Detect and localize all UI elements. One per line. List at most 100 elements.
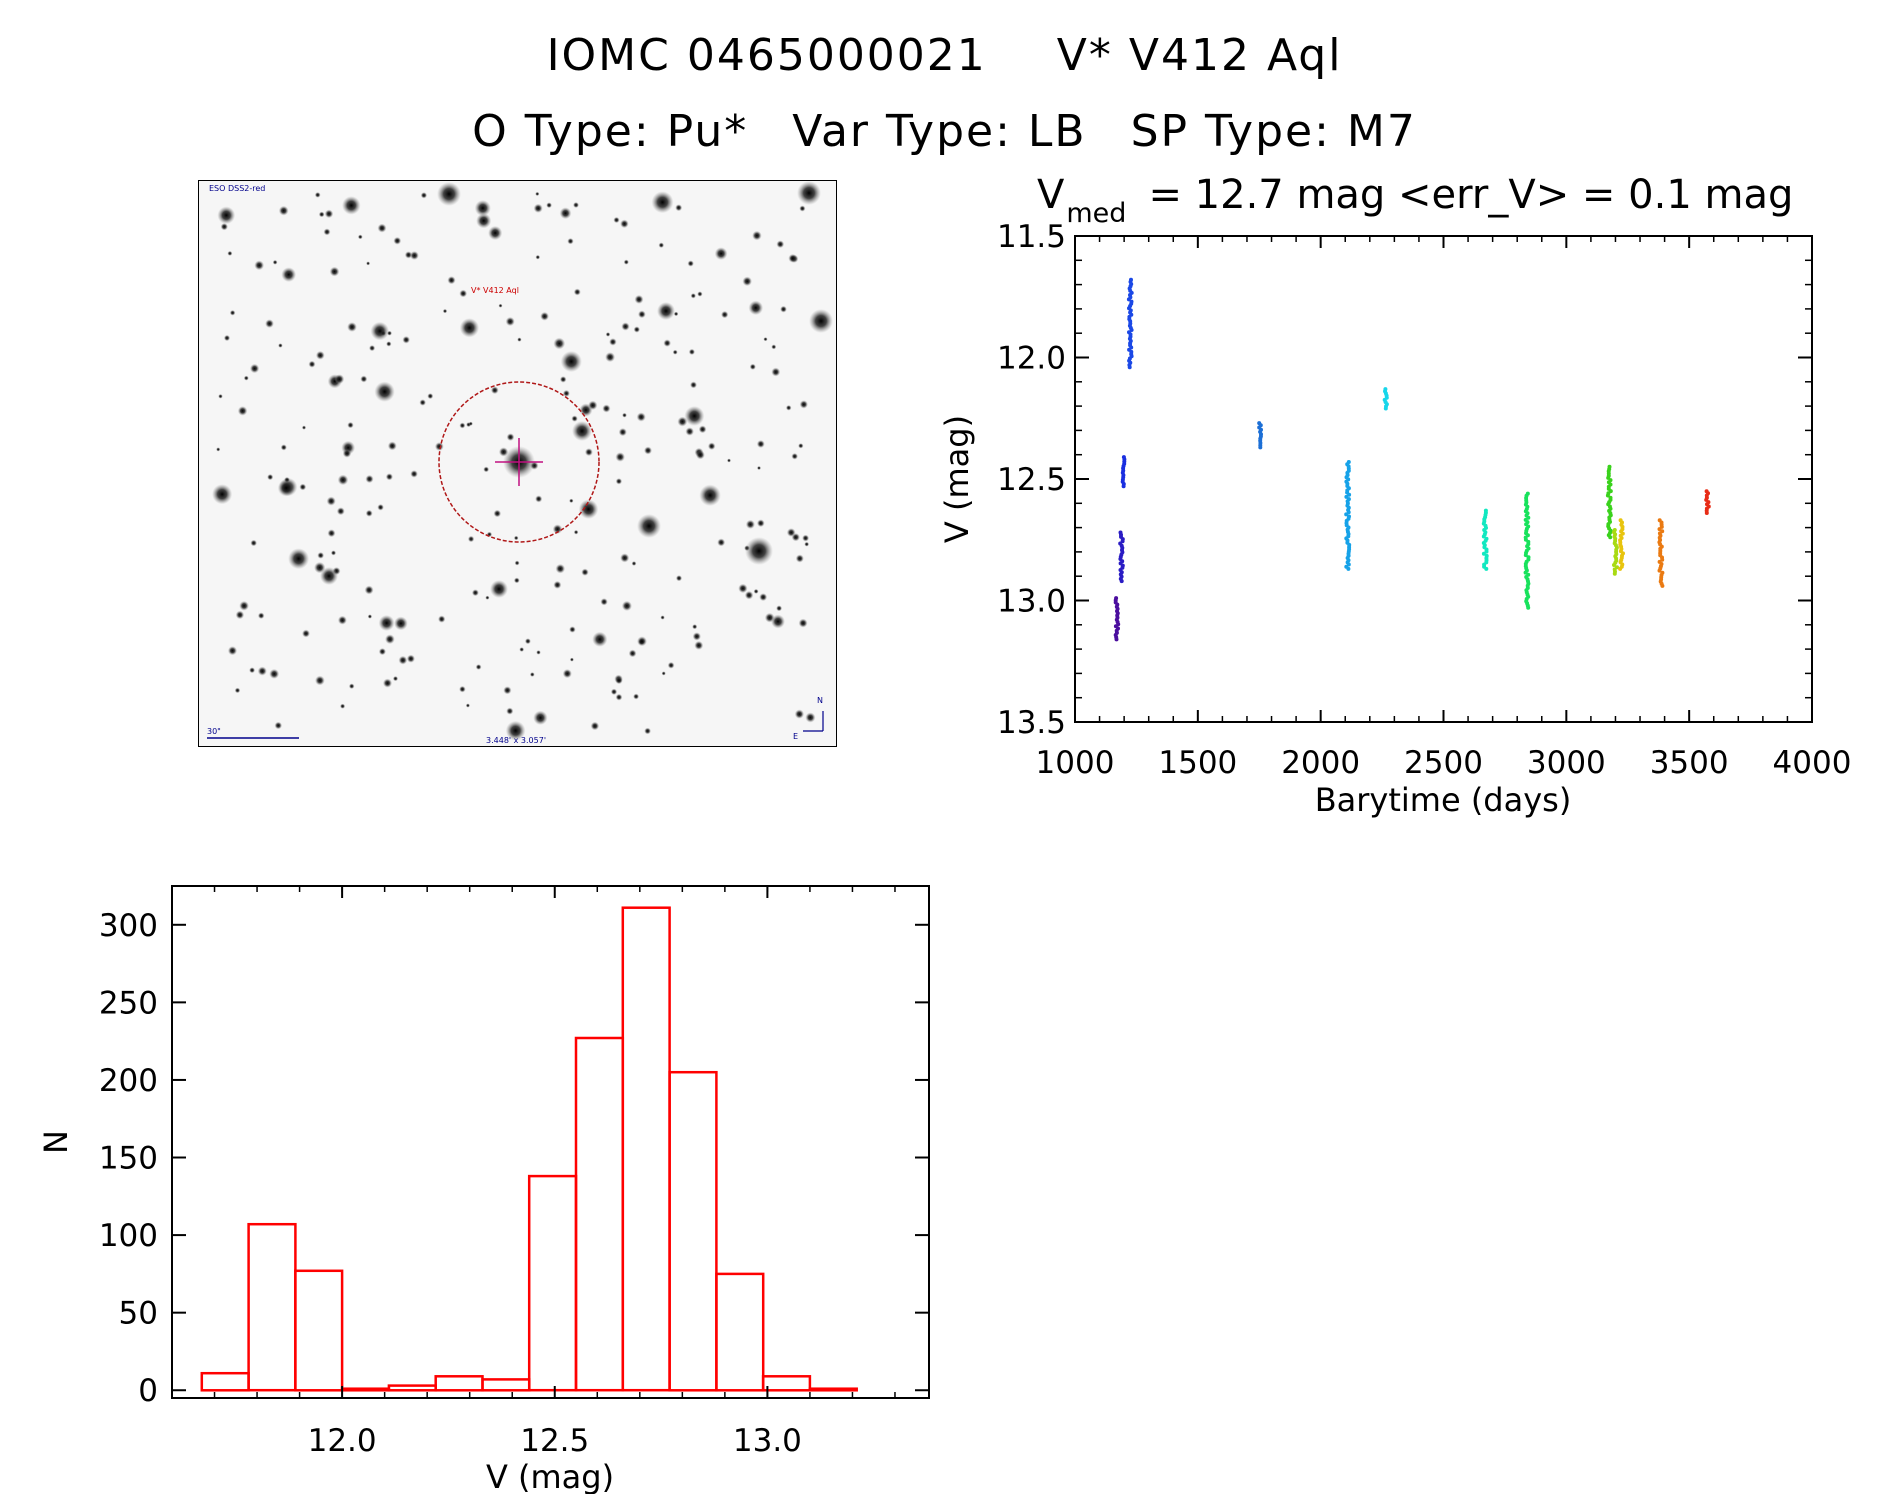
sky-star xyxy=(326,496,336,506)
object-id: IOMC 0465000021 xyxy=(546,30,987,81)
sky-star xyxy=(552,524,563,534)
sky-star xyxy=(631,561,637,566)
sky-star xyxy=(387,441,397,451)
sky-star xyxy=(318,211,325,218)
light-curve-point xyxy=(1657,527,1662,532)
sky-star xyxy=(742,276,752,287)
sky-star xyxy=(621,600,632,611)
sky-star xyxy=(533,203,543,213)
sky-star xyxy=(776,605,783,612)
sky-star xyxy=(459,318,480,338)
sky-star xyxy=(267,474,274,481)
sky-star xyxy=(249,363,260,374)
sky-star xyxy=(398,655,408,665)
histogram-ylabel: N xyxy=(37,1130,75,1154)
sky-star xyxy=(615,478,623,485)
sky-star xyxy=(315,350,325,360)
sky-star xyxy=(759,593,768,602)
sky-star xyxy=(804,541,810,547)
sky-star xyxy=(690,293,696,299)
sky-star xyxy=(235,610,245,620)
compass-e-label: E xyxy=(793,732,798,741)
sky-star xyxy=(692,624,698,630)
sky-star xyxy=(365,474,374,484)
light-curve-ytick-label: 13.5 xyxy=(997,705,1066,741)
sky-star xyxy=(505,316,515,327)
sky-star xyxy=(621,322,630,331)
sky-star xyxy=(644,727,651,735)
sky-star xyxy=(409,251,419,260)
sky-star xyxy=(571,415,578,422)
star-field xyxy=(212,181,833,741)
sky-star xyxy=(633,693,640,700)
sky-star xyxy=(757,466,761,470)
sky-star xyxy=(474,200,491,217)
light-curve-point xyxy=(1612,571,1617,576)
sky-star xyxy=(513,535,519,541)
histogram-xtick-label: 12.0 xyxy=(308,1423,377,1459)
sky-star xyxy=(249,667,256,674)
sky-image: ESO DSS2-red V* V412 Aql 30" 3.448' x 3.… xyxy=(207,181,833,745)
sky-star xyxy=(234,687,241,694)
sky-star xyxy=(288,548,310,570)
light-curve-point xyxy=(1526,605,1531,610)
sky-star xyxy=(337,615,347,625)
sky-star-bright xyxy=(809,309,833,333)
light-curve-xtick-label: 3000 xyxy=(1527,745,1606,781)
sky-star xyxy=(634,294,644,304)
sky-star xyxy=(243,375,249,381)
light-curve-xlabel: Barytime (days) xyxy=(1315,781,1572,819)
light-curve-xtick-label: 2000 xyxy=(1281,745,1360,781)
sky-star xyxy=(756,519,765,528)
sky-star xyxy=(692,632,701,641)
histogram-ytick-label: 150 xyxy=(99,1141,158,1177)
sky-star xyxy=(546,202,552,209)
histogram-ytick-label: 250 xyxy=(99,985,158,1021)
sky-star xyxy=(385,634,395,645)
sky-star xyxy=(569,498,574,503)
sky-star xyxy=(707,442,716,451)
sky-star xyxy=(776,240,785,249)
light-curve-xtick-label: 1000 xyxy=(1036,745,1115,781)
histogram-bar xyxy=(574,1036,625,1392)
sky-star xyxy=(786,528,796,537)
sky-star xyxy=(369,345,376,352)
sky-star xyxy=(535,495,543,503)
sky-star xyxy=(438,615,446,623)
sky-star xyxy=(569,657,574,662)
sky-star xyxy=(562,669,572,679)
light-curve-xtick-label: 3500 xyxy=(1650,745,1729,781)
sky-star xyxy=(661,671,666,676)
sky-star xyxy=(342,449,352,458)
sky-star xyxy=(265,319,274,328)
sky-star xyxy=(756,440,765,448)
light-curve-xtick-label: 4000 xyxy=(1773,745,1852,781)
histogram-bar xyxy=(668,1070,718,1392)
sky-star xyxy=(685,427,694,436)
sky-star xyxy=(644,446,652,455)
sky-star xyxy=(218,394,223,399)
light-curve-ylabel: V (mag) xyxy=(938,415,976,543)
light-curve-xtick-label: 2500 xyxy=(1404,745,1483,781)
sky-star xyxy=(519,647,525,652)
histogram-bar xyxy=(200,1371,250,1392)
sky-star xyxy=(308,360,316,368)
sky-star xyxy=(553,580,562,589)
sky-star xyxy=(402,336,410,344)
sky-star xyxy=(620,219,629,229)
sky-star xyxy=(609,338,617,346)
light-curve-point xyxy=(1383,406,1388,411)
sky-star xyxy=(329,266,340,277)
sky-star xyxy=(364,585,374,595)
sky-star xyxy=(698,425,707,434)
sky-star xyxy=(795,554,804,563)
light-curve-point xyxy=(1481,534,1486,539)
sky-star xyxy=(420,192,428,199)
histogram-xtick-label: 13.0 xyxy=(733,1423,802,1459)
sky-star xyxy=(748,300,764,316)
histogram-ticks: 12.0 12.5 13.0 0 50 100 150 200 250 300 xyxy=(99,886,929,1459)
sky-star xyxy=(771,344,777,350)
sky-star-bright xyxy=(490,580,508,598)
sky-star xyxy=(562,389,570,397)
light-curve-point xyxy=(1608,535,1613,540)
